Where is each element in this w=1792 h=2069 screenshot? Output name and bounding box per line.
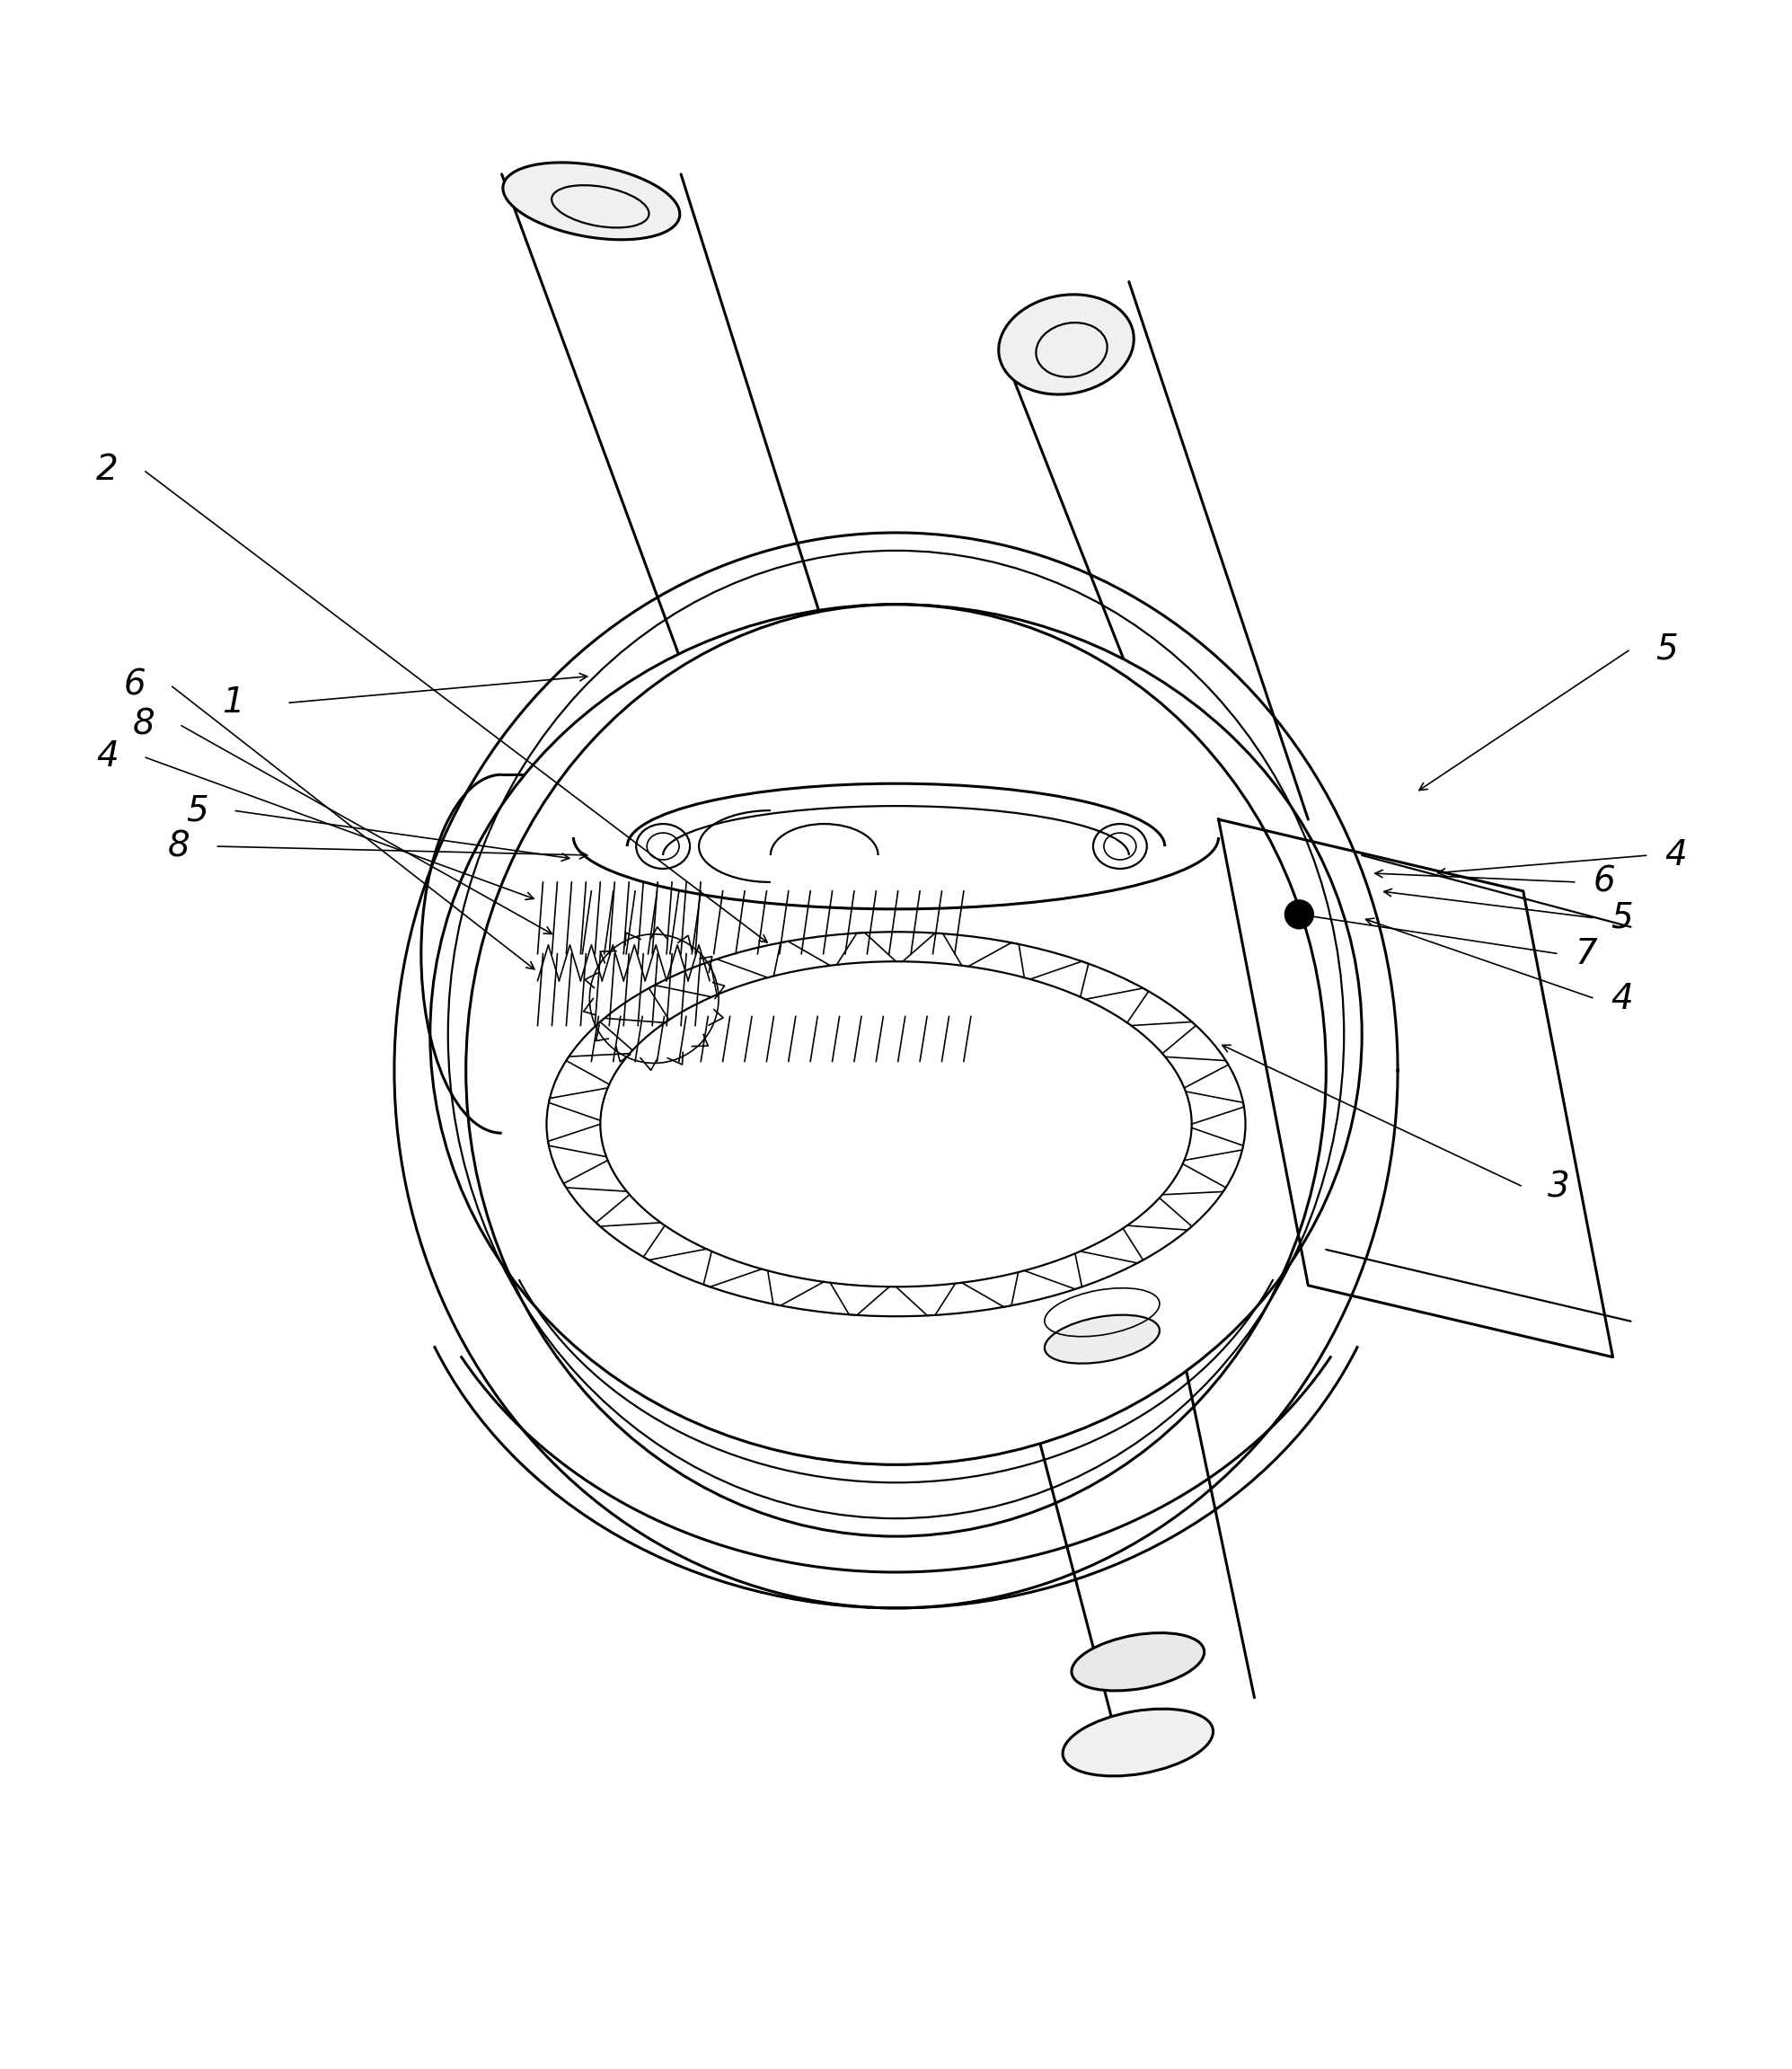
Ellipse shape <box>1045 1316 1159 1363</box>
Text: 4: 4 <box>1665 838 1686 873</box>
Text: 3: 3 <box>1548 1169 1570 1204</box>
Text: 4: 4 <box>1611 981 1633 1016</box>
Text: 4: 4 <box>97 739 118 774</box>
Text: 6: 6 <box>124 668 145 701</box>
Ellipse shape <box>636 823 690 869</box>
Text: 8: 8 <box>168 830 190 863</box>
Circle shape <box>1285 900 1314 929</box>
Text: 1: 1 <box>222 685 244 720</box>
Text: 8: 8 <box>133 708 154 741</box>
Text: 5: 5 <box>1611 900 1633 935</box>
Ellipse shape <box>1063 1709 1213 1775</box>
Text: 5: 5 <box>1656 633 1677 666</box>
Ellipse shape <box>1093 823 1147 869</box>
Ellipse shape <box>504 163 679 240</box>
Ellipse shape <box>998 294 1134 395</box>
Ellipse shape <box>1072 1632 1204 1690</box>
Text: 7: 7 <box>1575 937 1597 970</box>
Text: 6: 6 <box>1593 865 1615 900</box>
Text: 2: 2 <box>97 453 118 486</box>
Ellipse shape <box>430 604 1362 1465</box>
Text: 5: 5 <box>186 792 208 828</box>
